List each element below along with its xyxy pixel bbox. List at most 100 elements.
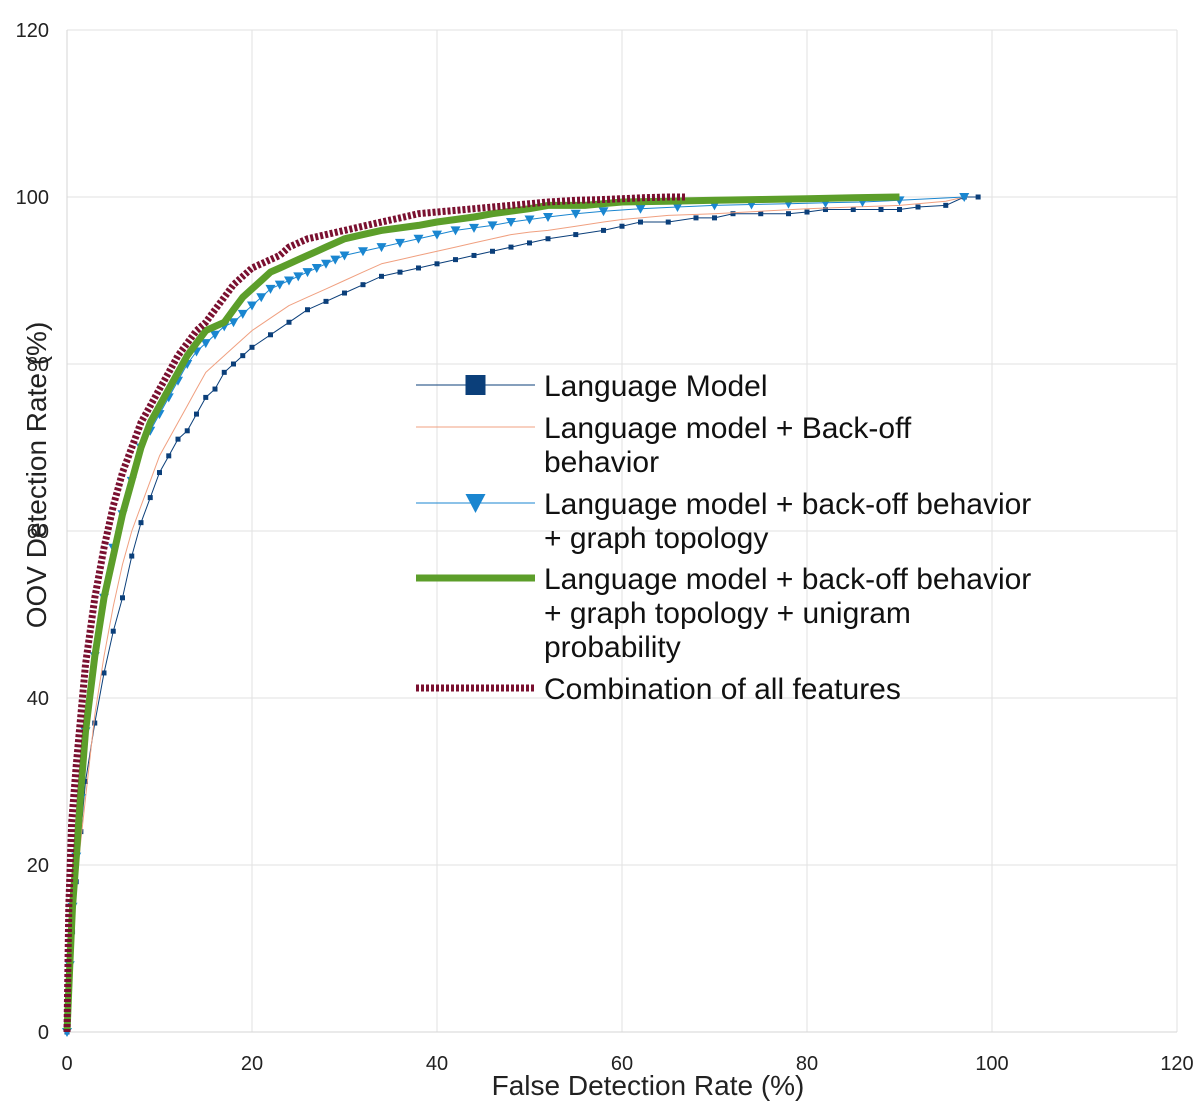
x-tick-label-0: 0 bbox=[61, 1053, 72, 1075]
x-tick-label-2: 40 bbox=[426, 1053, 448, 1075]
series-0-point-40 bbox=[573, 232, 579, 238]
series-0-point-5 bbox=[83, 779, 88, 784]
series-2-point-47 bbox=[635, 204, 646, 214]
series-0-point-27 bbox=[323, 298, 329, 304]
series-0-point-10 bbox=[129, 553, 135, 559]
series-0-point-46 bbox=[712, 215, 717, 221]
series-2-point-19 bbox=[210, 330, 220, 340]
series-0-point-38 bbox=[527, 240, 532, 246]
series-0-point-43 bbox=[638, 219, 643, 225]
series-0-point-33 bbox=[434, 261, 440, 267]
legend-label-3-line-0: Language model + back-off behavior bbox=[544, 563, 1031, 596]
series-0-point-18 bbox=[203, 394, 209, 400]
series-0-point-49 bbox=[786, 211, 791, 217]
y-axis-title: OOV Detection Rate (%) bbox=[21, 322, 52, 629]
series-0-point-24 bbox=[268, 332, 273, 338]
series-0-point-29 bbox=[360, 282, 366, 288]
series-2-point-31 bbox=[321, 259, 331, 269]
series-2-point-44 bbox=[543, 213, 553, 223]
series-2-point-46 bbox=[598, 207, 609, 217]
series-0-point-37 bbox=[508, 244, 514, 250]
legend: Language Model Language model + Back-off b… bbox=[416, 370, 1031, 706]
series-0-point-11 bbox=[138, 520, 144, 526]
series-2-point-55 bbox=[959, 193, 970, 202]
y-tick-label-3: 60 bbox=[27, 521, 49, 543]
legend-label-3: Language model + back-off behavior + grap… bbox=[544, 563, 1031, 664]
legend-label-1-line-1: behavior bbox=[544, 446, 659, 479]
x-axis-title: False Detection Rate (%) bbox=[492, 1070, 805, 1101]
series-3 bbox=[63, 193, 900, 1033]
series-2-point-21 bbox=[228, 318, 239, 328]
series-0-point-39 bbox=[545, 236, 551, 242]
series-0-point-7 bbox=[101, 670, 107, 676]
series-0-point-54 bbox=[897, 207, 902, 213]
series-line-3 bbox=[63, 193, 900, 1033]
series-2-point-38 bbox=[432, 230, 442, 240]
series-0-point-8 bbox=[110, 628, 116, 634]
series-line-4 bbox=[63, 193, 687, 1033]
x-tick-label-6: 120 bbox=[1160, 1053, 1193, 1075]
legend-label-4: Combination of all features bbox=[544, 673, 901, 706]
series-0-point-28 bbox=[342, 290, 347, 296]
legend-label-4-line-0: Combination of all features bbox=[544, 673, 901, 706]
series-2-point-33 bbox=[339, 251, 350, 261]
series-0-point-20 bbox=[221, 369, 227, 375]
x-tick-label-1: 20 bbox=[241, 1053, 263, 1075]
series-layer bbox=[62, 193, 981, 1037]
series-0-point-13 bbox=[157, 470, 162, 476]
series-2-point-28 bbox=[293, 272, 304, 282]
series-0-point-51 bbox=[823, 207, 828, 213]
series-0-point-16 bbox=[184, 428, 190, 434]
legend-label-1: Language model + Back-off behavior bbox=[544, 412, 912, 479]
legend-entry-0: Language Model bbox=[416, 370, 768, 403]
series-0-point-36 bbox=[490, 248, 495, 254]
series-2-point-29 bbox=[302, 268, 313, 278]
legend-label-2-line-0: Language model + back-off behavior bbox=[544, 488, 1031, 521]
series-line-1 bbox=[66, 196, 965, 1033]
series-0-point-14 bbox=[166, 453, 172, 459]
series-2-point-43 bbox=[524, 215, 535, 225]
series-1 bbox=[66, 196, 965, 1033]
legend-marker-0 bbox=[465, 375, 486, 395]
legend-label-0-line-0: Language Model bbox=[544, 370, 768, 403]
series-0-point-45 bbox=[693, 215, 699, 221]
y-tick-label-2: 40 bbox=[27, 688, 49, 710]
series-2-point-22 bbox=[237, 309, 248, 319]
series-0-point-6 bbox=[92, 720, 98, 726]
x-tick-label-3: 60 bbox=[611, 1053, 633, 1075]
series-4 bbox=[63, 193, 687, 1033]
series-2-point-37 bbox=[413, 234, 424, 244]
series-2-point-40 bbox=[469, 223, 479, 233]
series-0-point-15 bbox=[175, 436, 181, 442]
series-2-point-32 bbox=[330, 255, 341, 265]
y-tick-label-1: 20 bbox=[27, 855, 49, 877]
legend-label-0: Language Model bbox=[544, 370, 768, 403]
series-2-point-48 bbox=[672, 203, 683, 213]
series-0-point-26 bbox=[305, 307, 310, 313]
series-0-point-17 bbox=[194, 411, 199, 417]
series-0-point-35 bbox=[471, 252, 477, 258]
x-tick-label-5: 100 bbox=[975, 1053, 1008, 1075]
legend-label-3-line-1: + graph topology + unigram bbox=[544, 597, 911, 630]
x-tick-label-4: 80 bbox=[796, 1053, 818, 1075]
series-0-point-21 bbox=[231, 361, 236, 367]
series-0-point-31 bbox=[397, 269, 403, 275]
series-2-point-41 bbox=[487, 221, 498, 231]
y-tick-label-6: 120 bbox=[16, 20, 49, 42]
legend-label-3-line-2: probability bbox=[544, 631, 681, 664]
tick-labels: 0 20 40 60 80 100 120 0 20 40 60 80 100 120 bbox=[16, 20, 1194, 1075]
series-2-point-25 bbox=[265, 284, 276, 294]
series-2-point-27 bbox=[284, 276, 294, 286]
legend-entry-4: Combination of all features bbox=[416, 673, 901, 706]
series-2-point-30 bbox=[311, 263, 322, 273]
legend-entry-3: Language model + back-off behavior + grap… bbox=[416, 563, 1031, 664]
series-2-point-45 bbox=[570, 209, 581, 219]
series-0-point-56 bbox=[943, 202, 949, 208]
series-0-point-52 bbox=[850, 207, 856, 213]
series-0-point-12 bbox=[147, 495, 153, 501]
legend-label-1-line-0: Language model + Back-off bbox=[544, 412, 912, 445]
legend-entry-1: Language model + Back-off behavior bbox=[416, 412, 912, 479]
series-2-point-18 bbox=[200, 339, 211, 349]
series-2-point-35 bbox=[376, 243, 387, 253]
